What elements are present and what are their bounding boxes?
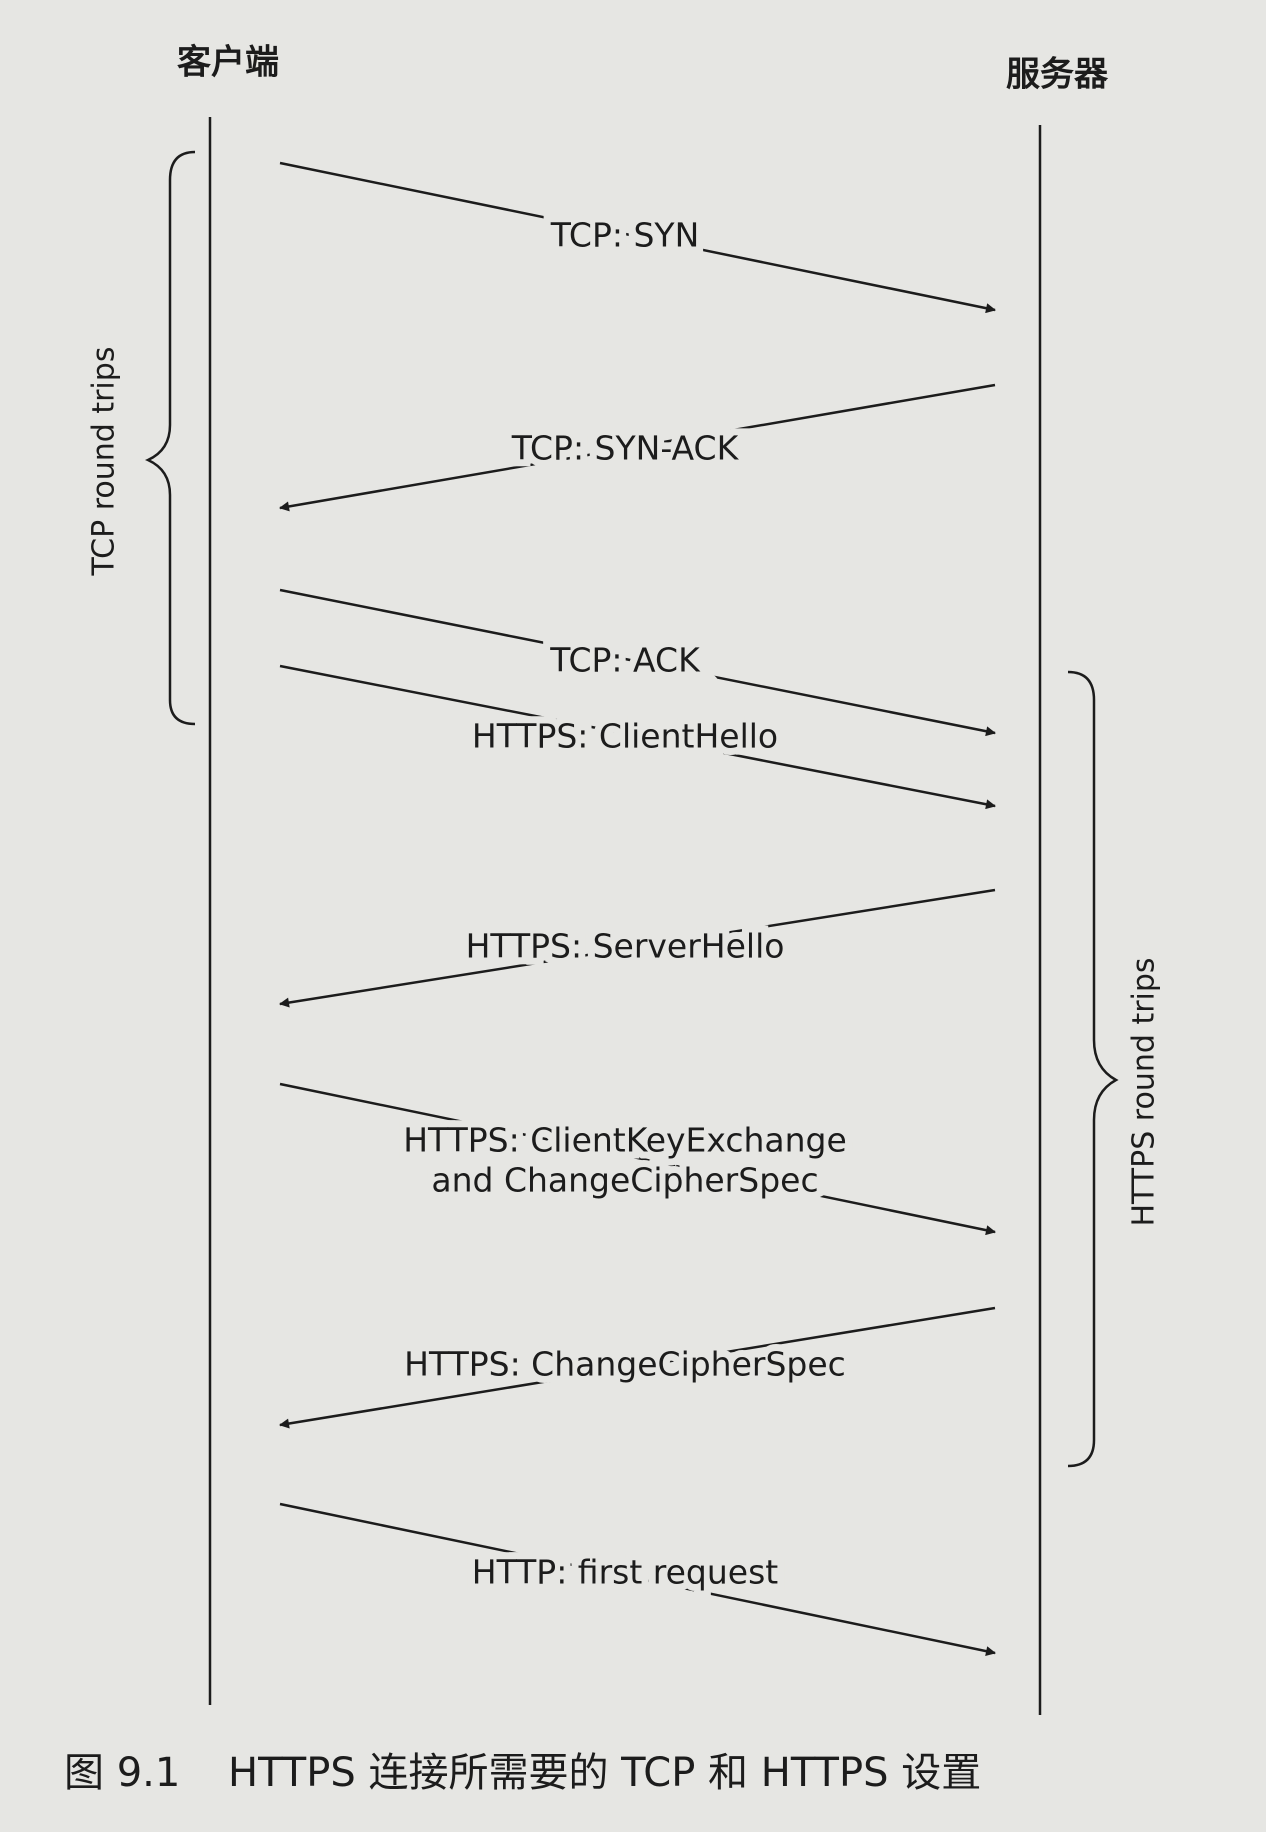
left-brace-label: TCP round trips — [87, 347, 122, 577]
left-brace — [144, 150, 196, 726]
message-label: HTTPS: ClientKeyExchange — [403, 1121, 847, 1160]
right-brace-label: HTTPS round trips — [1127, 957, 1162, 1226]
message-arrow — [279, 1082, 996, 1236]
server-label: 服务器 — [1006, 55, 1109, 95]
message-arrow — [279, 161, 996, 314]
message-arrow — [279, 1502, 996, 1657]
caption-number: 图 9.1 — [64, 1750, 180, 1796]
message-label: TCP: SYN-ACK — [511, 429, 740, 468]
caption-text: HTTPS 连接所需要的 TCP 和 HTTPS 设置 — [228, 1750, 981, 1796]
message-label: TCP: SYN — [550, 216, 700, 255]
message-label: HTTPS: ChangeCipherSpec — [404, 1345, 846, 1384]
message-arrow — [279, 588, 996, 737]
message-label: HTTP: first request — [472, 1553, 779, 1592]
message-label: HTTPS: ClientHello — [472, 717, 778, 756]
message-arrow — [279, 1306, 996, 1429]
message-label: and ChangeCipherSpec — [431, 1161, 818, 1200]
message-arrow — [279, 383, 996, 512]
message-arrow — [279, 664, 996, 810]
message-label: HTTPS: ServerHello — [466, 927, 785, 966]
message-arrow — [279, 888, 996, 1008]
right-brace — [1067, 670, 1119, 1468]
message-label: TCP: ACK — [549, 641, 701, 680]
client-label: 客户端 — [177, 43, 279, 83]
